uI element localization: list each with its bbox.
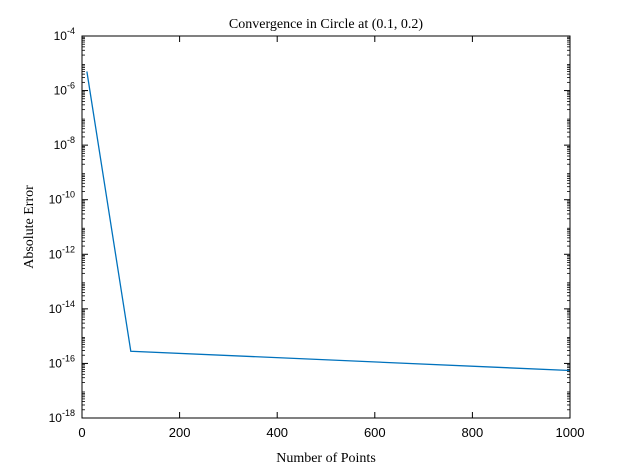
x-tick-label: 600 bbox=[364, 425, 386, 440]
y-tick-label: 10-12 bbox=[49, 244, 75, 261]
y-tick-label: 10-16 bbox=[49, 353, 75, 370]
x-tick-label: 200 bbox=[169, 425, 191, 440]
axes-box bbox=[81, 35, 571, 419]
x-axis-label: Number of Points bbox=[276, 451, 376, 466]
plot-area bbox=[82, 36, 570, 418]
y-tick-label: 10-6 bbox=[54, 81, 75, 98]
y-tick-label: 10-8 bbox=[54, 135, 75, 152]
y-tick-label: 10-14 bbox=[49, 299, 75, 316]
x-tick-label: 1000 bbox=[556, 425, 585, 440]
y-tick-label: 10-4 bbox=[54, 26, 75, 43]
x-tick-label: 400 bbox=[266, 425, 288, 440]
chart-title: Convergence in Circle at (0.1, 0.2) bbox=[229, 17, 423, 32]
y-tick-label: 10-10 bbox=[49, 190, 75, 207]
x-tick-label: 800 bbox=[462, 425, 484, 440]
y-axis-label: Absolute Error bbox=[22, 185, 37, 269]
x-tick-label: 0 bbox=[78, 425, 85, 440]
y-tick-label: 10-18 bbox=[49, 408, 75, 425]
series-line bbox=[86, 71, 571, 372]
